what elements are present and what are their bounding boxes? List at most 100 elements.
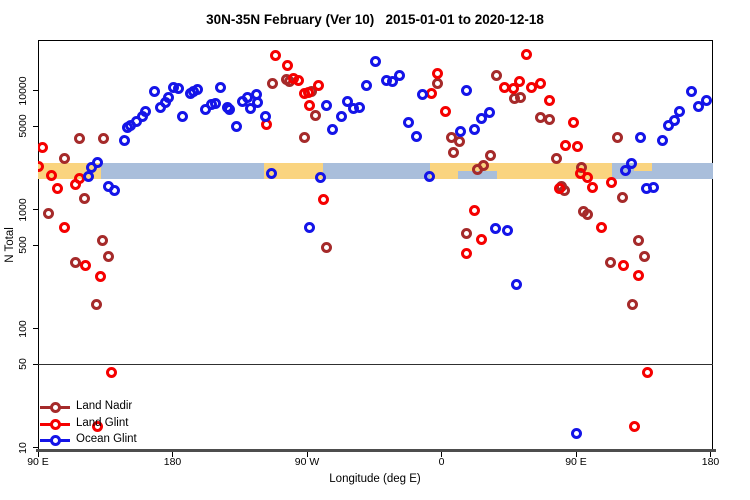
data-point-ocean-glint (461, 85, 473, 96)
x-tick (575, 452, 577, 457)
x-axis-line (36, 449, 716, 452)
data-point-ocean-glint (570, 428, 582, 440)
data-point-land-glint (302, 86, 314, 98)
data-point-land-glint (292, 75, 304, 87)
data-point-land-glint (95, 270, 107, 282)
data-point-ocean-glint (657, 135, 669, 146)
y-tick-label: 1000 (17, 197, 29, 222)
data-point-land-nadir (604, 256, 616, 268)
x-tick-label: 90 E (27, 456, 49, 468)
y-tick (33, 244, 38, 246)
data-point-ocean-glint (361, 80, 373, 92)
y-tick (33, 363, 38, 365)
data-point-land-nadir (551, 152, 563, 164)
data-point-ocean-glint (252, 96, 264, 108)
data-point-land-nadir (320, 241, 332, 253)
data-point-land-glint (543, 95, 555, 106)
data-point-land-glint (317, 194, 329, 206)
legend: Land Nadir Land Glint Ocean Glint (40, 399, 240, 449)
data-point-ocean-glint (410, 130, 422, 142)
y-tick-label: 10000 (17, 75, 29, 106)
data-point-land-nadir (59, 152, 71, 164)
data-point-land-nadir (582, 209, 594, 221)
data-point-ocean-glint (341, 95, 353, 107)
x-tick-label: 180 (701, 456, 720, 468)
data-point-land-nadir (310, 109, 322, 121)
data-point-land-glint (431, 67, 443, 79)
data-point-ocean-glint (244, 103, 256, 115)
data-point-land-glint (554, 183, 566, 195)
x-tick (172, 452, 173, 457)
y-tick (33, 90, 38, 91)
y-tick-label: 50 (17, 358, 29, 371)
data-point-ocean-glint (92, 156, 104, 168)
data-point-land-nadir (461, 227, 473, 239)
data-point-ocean-glint (214, 81, 226, 93)
data-point-land-nadir (447, 147, 459, 159)
data-point-ocean-glint (685, 85, 697, 97)
data-point-land-glint (521, 49, 533, 61)
data-point-ocean-glint (223, 104, 235, 116)
legend-item-land-nadir: Land Nadir (40, 399, 240, 416)
data-point-land-nadir (298, 131, 310, 143)
data-point-ocean-glint (483, 107, 495, 119)
data-point-ocean-glint (501, 224, 513, 236)
data-point-ocean-glint (489, 223, 501, 235)
data-point-land-nadir (639, 251, 651, 263)
y-tick-label: 5000 (17, 114, 29, 138)
y-tick (33, 447, 38, 448)
data-point-land-glint (476, 233, 488, 245)
data-point-land-glint (270, 49, 282, 61)
data-point-land-nadir (485, 149, 497, 161)
data-point-land-glint (92, 421, 104, 433)
data-point-ocean-glint (619, 164, 631, 176)
legend-item-land-glint: Land Glint (40, 416, 240, 433)
data-point-land-glint (595, 221, 607, 233)
data-point-land-glint (525, 81, 537, 93)
legend-marker-icon (50, 435, 61, 446)
x-tick-label: 180 (163, 456, 182, 468)
data-point-ocean-glint (403, 116, 415, 128)
plot-layer (38, 40, 713, 450)
y-tick-label: 500 (17, 236, 29, 255)
data-point-land-glint (313, 80, 325, 92)
data-point-land-nadir (90, 298, 102, 310)
x-tick (37, 452, 39, 457)
data-point-land-nadir (633, 234, 645, 246)
data-point-ocean-glint (149, 85, 161, 97)
data-point-ocean-glint (476, 113, 488, 125)
data-point-land-glint (582, 171, 594, 183)
data-point-land-nadir (78, 193, 90, 205)
data-point-land-glint (282, 60, 294, 72)
data-point-land-glint (567, 116, 579, 128)
data-point-ocean-glint (265, 168, 277, 180)
data-point-land-nadir (96, 234, 108, 246)
data-point-land-glint (642, 366, 654, 378)
data-point-land-glint (304, 99, 316, 111)
y-tick-label: 10 (17, 441, 29, 454)
data-point-ocean-glint (625, 157, 637, 169)
data-point-ocean-glint (424, 170, 436, 182)
data-point-ocean-glint (468, 124, 480, 136)
data-point-land-glint (468, 204, 480, 216)
x-tick-label: 90 W (294, 456, 320, 468)
data-point-ocean-glint (394, 69, 406, 81)
y-tick (33, 125, 38, 127)
data-point-ocean-glint (320, 99, 332, 111)
data-point-land-nadir (98, 133, 110, 144)
y-axis-title: N Total (4, 227, 16, 263)
data-point-land-glint (560, 139, 572, 151)
data-point-land-glint (507, 83, 519, 95)
data-point-land-nadir (612, 132, 624, 144)
data-point-ocean-glint (386, 75, 398, 87)
data-point-land-glint (38, 141, 48, 153)
data-point-land-nadir (453, 136, 465, 148)
land-band-segment-upper (634, 163, 653, 171)
data-point-ocean-glint (259, 110, 271, 122)
data-point-land-nadir (42, 207, 54, 219)
data-point-ocean-glint (669, 114, 681, 126)
data-point-ocean-glint (326, 124, 338, 136)
data-point-land-nadir (515, 92, 527, 104)
data-point-ocean-glint (162, 92, 174, 104)
